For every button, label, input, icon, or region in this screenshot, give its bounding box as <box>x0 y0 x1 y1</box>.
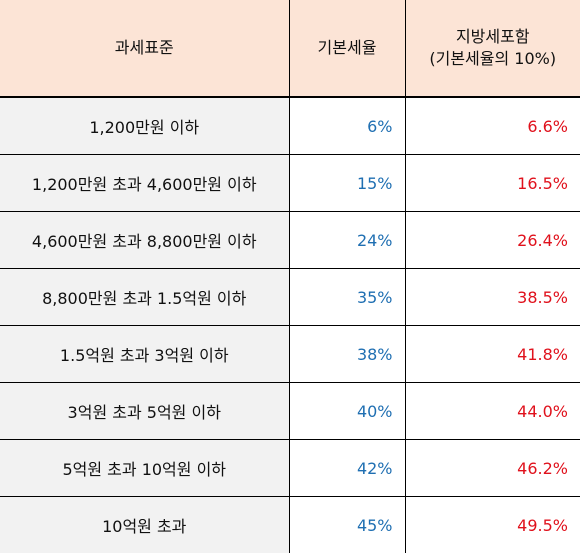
bracket-cell: 1,200만원 초과 4,600만원 이하 <box>0 155 289 212</box>
table-row: 3억원 초과 5억원 이하 40% 44.0% <box>0 383 580 440</box>
base-rate-cell: 38% <box>289 326 405 383</box>
bracket-cell: 1.5억원 초과 3억원 이하 <box>0 326 289 383</box>
header-local-tax-rate-line1: 지방세포함 <box>418 26 569 48</box>
local-rate-cell: 16.5% <box>405 155 580 212</box>
base-rate-cell: 35% <box>289 269 405 326</box>
table-row: 10억원 초과 45% 49.5% <box>0 497 580 553</box>
header-tax-bracket-label: 과세표준 <box>115 38 174 57</box>
header-local-tax-rate-line2: (기본세율의 10%) <box>418 48 569 70</box>
header-base-rate-label: 기본세율 <box>318 38 377 57</box>
table-row: 1,200만원 초과 4,600만원 이하 15% 16.5% <box>0 155 580 212</box>
table-row: 5억원 초과 10억원 이하 42% 46.2% <box>0 440 580 497</box>
local-rate-cell: 6.6% <box>405 97 580 155</box>
table-row: 1,200만원 이하 6% 6.6% <box>0 97 580 155</box>
table-row: 8,800만원 초과 1.5억원 이하 35% 38.5% <box>0 269 580 326</box>
base-rate-cell: 24% <box>289 212 405 269</box>
base-rate-cell: 15% <box>289 155 405 212</box>
bracket-cell: 4,600만원 초과 8,800만원 이하 <box>0 212 289 269</box>
header-tax-bracket: 과세표준 <box>0 0 289 97</box>
header-base-rate: 기본세율 <box>289 0 405 97</box>
bracket-cell: 3억원 초과 5억원 이하 <box>0 383 289 440</box>
bracket-cell: 8,800만원 초과 1.5억원 이하 <box>0 269 289 326</box>
local-rate-cell: 46.2% <box>405 440 580 497</box>
header-local-tax-rate: 지방세포함 (기본세율의 10%) <box>405 0 580 97</box>
base-rate-cell: 45% <box>289 497 405 553</box>
bracket-cell: 10억원 초과 <box>0 497 289 553</box>
base-rate-cell: 42% <box>289 440 405 497</box>
local-rate-cell: 41.8% <box>405 326 580 383</box>
bracket-cell: 1,200만원 이하 <box>0 97 289 155</box>
bracket-cell: 5억원 초과 10억원 이하 <box>0 440 289 497</box>
local-rate-cell: 44.0% <box>405 383 580 440</box>
local-rate-cell: 49.5% <box>405 497 580 553</box>
local-rate-cell: 38.5% <box>405 269 580 326</box>
table-row: 4,600만원 초과 8,800만원 이하 24% 26.4% <box>0 212 580 269</box>
header-row: 과세표준 기본세율 지방세포함 (기본세율의 10%) <box>0 0 580 97</box>
table-row: 1.5억원 초과 3억원 이하 38% 41.8% <box>0 326 580 383</box>
base-rate-cell: 6% <box>289 97 405 155</box>
base-rate-cell: 40% <box>289 383 405 440</box>
local-rate-cell: 26.4% <box>405 212 580 269</box>
